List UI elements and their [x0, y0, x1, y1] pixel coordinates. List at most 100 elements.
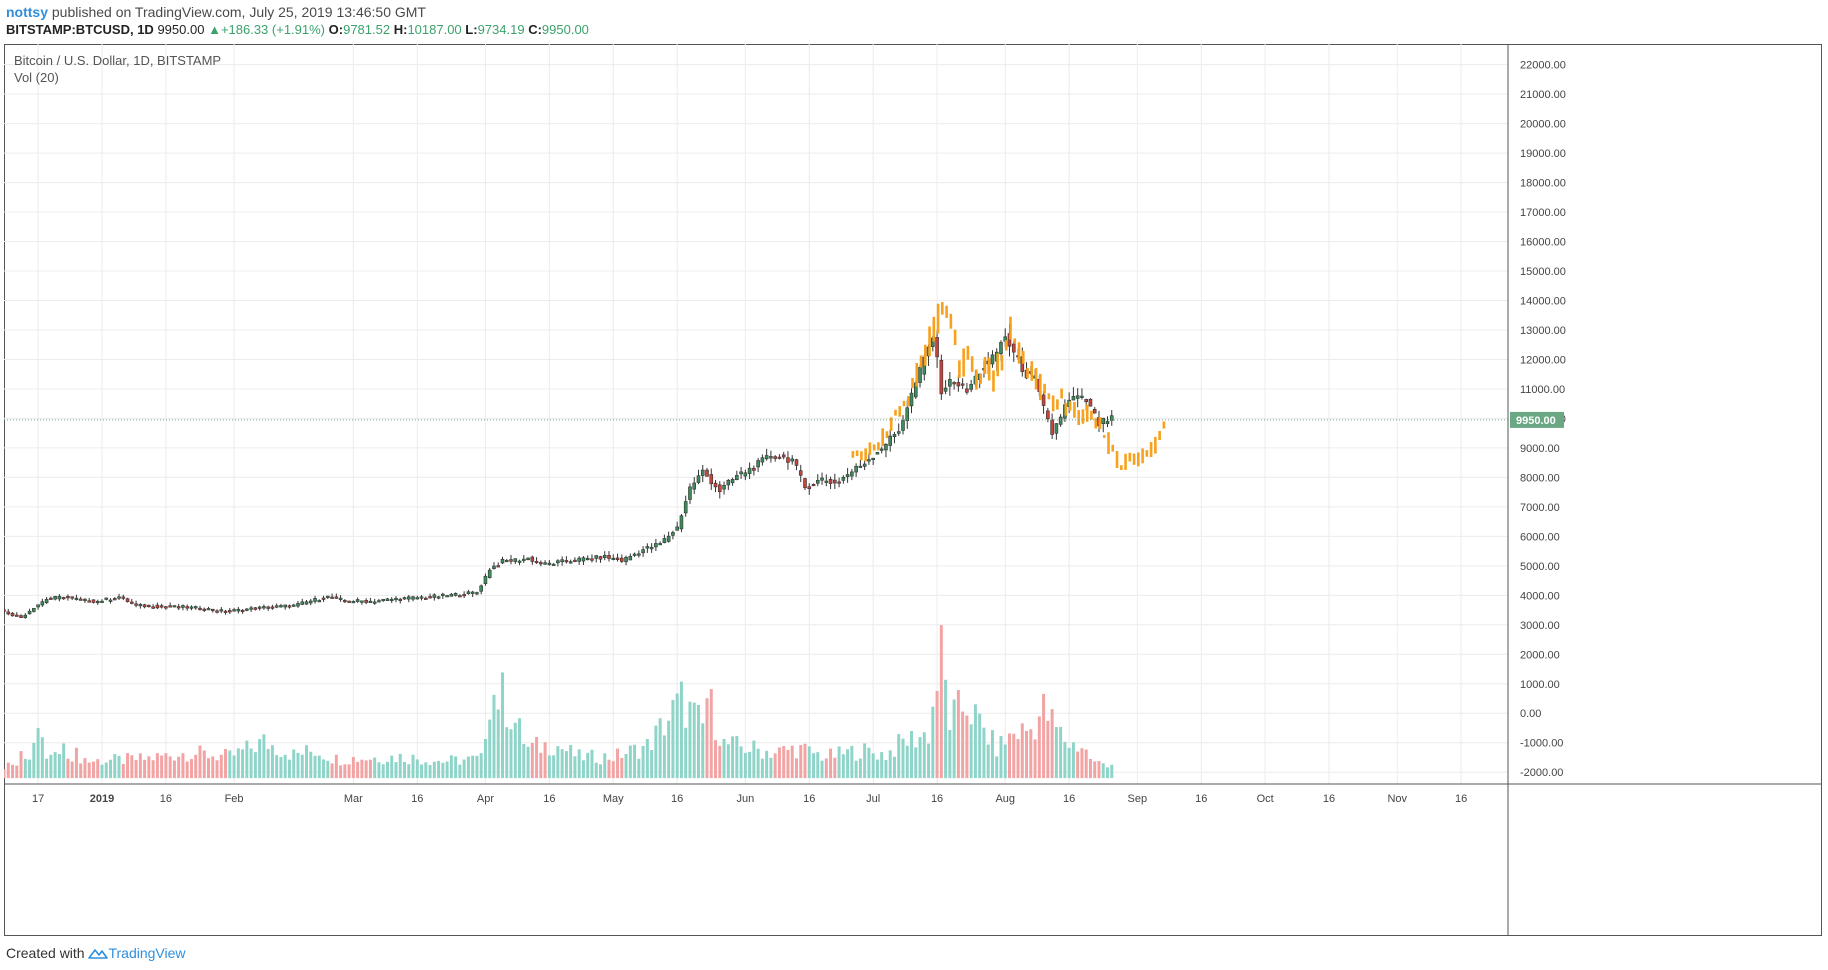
volume-bar — [918, 737, 922, 779]
candle-body — [602, 554, 607, 559]
candle-body — [594, 555, 599, 559]
candle-body — [215, 610, 219, 613]
x-axis-tick-label: 16 — [671, 793, 683, 805]
volume-bar — [910, 730, 914, 779]
candle-body — [820, 477, 824, 481]
candle-body — [803, 478, 807, 489]
y-axis-tick-label: 9000.00 — [1520, 443, 1560, 455]
candle-body — [155, 604, 160, 609]
overlay-bar — [983, 356, 987, 374]
candle-body — [641, 549, 645, 554]
volume-bar — [194, 754, 198, 779]
volume-bar — [671, 699, 675, 779]
tradingview-brand[interactable]: TradingView — [108, 945, 186, 961]
y-axis-tick-label: 21000.00 — [1520, 89, 1566, 101]
volume-bar — [820, 760, 824, 779]
volume-bar — [735, 736, 739, 779]
volume-bar — [432, 761, 436, 779]
candle-body — [189, 606, 194, 609]
last-price: 9950.00 — [157, 22, 205, 37]
publisher-name[interactable]: nottsy — [6, 4, 48, 20]
volume-bar — [837, 746, 841, 779]
candle-body — [854, 465, 858, 473]
volume-bar — [892, 756, 896, 779]
candle-body — [645, 546, 650, 549]
overlay-bar — [864, 448, 867, 462]
candle-body — [138, 604, 143, 607]
y-axis-tick-label: 12000.00 — [1520, 354, 1566, 366]
overlay-bar — [1162, 421, 1166, 429]
candle-body — [428, 596, 432, 599]
candle-body — [786, 457, 790, 463]
candle-body — [291, 604, 296, 607]
volume-bar — [709, 689, 713, 779]
volume-bar — [249, 748, 253, 779]
volume-bar — [279, 757, 283, 779]
volume-bar — [624, 754, 628, 779]
volume-bar — [130, 755, 134, 779]
candle-body — [6, 611, 11, 615]
y-axis-tick-label: 20000.00 — [1520, 119, 1566, 131]
volume-bar — [292, 749, 296, 779]
candle-body — [112, 598, 117, 601]
price-chart[interactable]: 22000.00 21000.00 20000.00 19000.00 18000.00… — [2, 44, 1822, 936]
volume-bar — [373, 757, 377, 779]
overlay-bar — [1132, 453, 1136, 465]
y-axis-tick-label: 15000.00 — [1520, 266, 1566, 278]
volume-bar — [718, 745, 722, 779]
candle-body — [411, 596, 415, 600]
volume-bar — [594, 762, 598, 779]
candle-body — [726, 479, 731, 486]
candle-body — [274, 605, 279, 608]
volume-bar — [880, 752, 884, 779]
overlay-bar — [1090, 410, 1093, 420]
candle-body — [952, 382, 956, 385]
volume-bar — [215, 760, 219, 779]
volume-bar — [185, 761, 189, 779]
candle-body — [871, 457, 875, 460]
candle-body — [240, 609, 245, 613]
candle-body — [692, 482, 697, 490]
volume-bar — [611, 761, 615, 779]
volume-bar — [492, 694, 496, 779]
volume-bar — [266, 748, 270, 779]
overlay-bar — [919, 355, 923, 368]
candle-body — [513, 558, 518, 562]
y-axis-tick-label: 2000.00 — [1520, 649, 1560, 661]
candle-body — [198, 607, 202, 610]
volume-bar — [509, 729, 513, 779]
candle-body — [756, 460, 760, 468]
candle-body — [253, 607, 258, 610]
overlay-bar — [1119, 465, 1123, 470]
candle-body — [432, 594, 437, 598]
volume-bar — [863, 743, 867, 779]
volume-bar — [241, 749, 245, 779]
overlay-bar — [1085, 404, 1089, 422]
candle-body — [95, 600, 100, 604]
candle-body — [308, 600, 313, 604]
chart-area[interactable]: 22000.00 21000.00 20000.00 19000.00 18000.00… — [2, 44, 1822, 936]
volume-bar — [914, 747, 918, 779]
volume-bar — [305, 745, 308, 779]
overlay-bar — [1158, 430, 1161, 441]
volume-bar — [973, 704, 977, 779]
volume-indicator-label[interactable]: Vol (20) — [14, 70, 59, 85]
candle-body — [108, 599, 113, 602]
overlay-bar — [851, 451, 855, 458]
footer: Created with TradingView — [6, 944, 186, 962]
candle-body — [338, 597, 343, 600]
volume-bar — [978, 713, 982, 779]
volume-bar — [87, 762, 91, 779]
candle-body — [628, 555, 633, 561]
volume-bar — [530, 742, 534, 779]
candle-body — [330, 596, 334, 599]
candle-body — [769, 456, 773, 459]
candle-body — [858, 465, 863, 468]
volume-bar — [198, 745, 202, 779]
volume-bar — [57, 754, 61, 779]
candle-body — [892, 434, 897, 438]
x-axis-tick-label: Sep — [1128, 793, 1148, 805]
candle-body — [632, 553, 637, 556]
candle-body — [57, 595, 62, 600]
candle-body — [91, 599, 96, 603]
